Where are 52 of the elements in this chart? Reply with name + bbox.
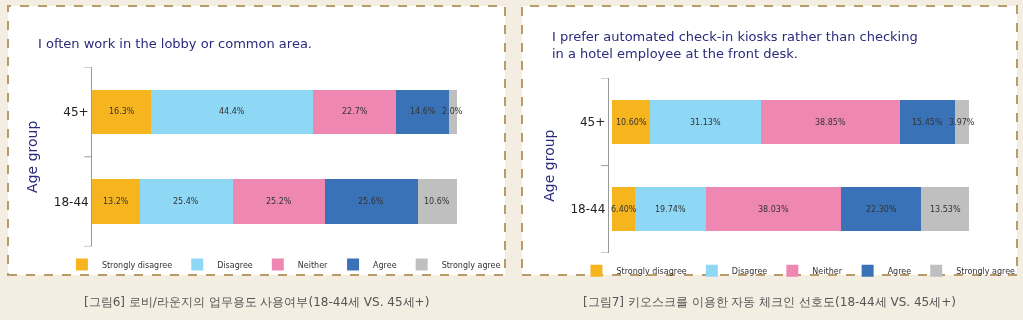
legend-label: Disagree — [217, 260, 253, 270]
data-label: 44.4% — [219, 107, 245, 116]
y-tick-label: 18-44 — [570, 202, 606, 217]
y-tick-label: 45+ — [63, 105, 89, 120]
bar — [151, 89, 314, 135]
y-axis-title: Age group — [541, 129, 558, 202]
bar — [232, 179, 325, 224]
legend-label: Strongly disagree — [101, 260, 173, 270]
data-label: 16.3% — [109, 107, 135, 116]
bar — [313, 89, 397, 135]
data-label: 25.2% — [266, 197, 292, 206]
y-axis-title: Age group — [24, 120, 41, 193]
legend-label: Strongly agree — [441, 260, 501, 270]
data-label: 25.6% — [358, 197, 384, 206]
data-label: 15.45% — [912, 118, 943, 127]
data-label: 13.53% — [930, 205, 961, 214]
legend-label: Neither — [297, 260, 329, 270]
legend-label: Agree — [373, 260, 397, 270]
data-label: 14.6% — [410, 107, 436, 116]
chart-title: I prefer automated check-in kiosks rather than checking in a hotel employee at the front desk. — [552, 29, 918, 61]
chart-title: I often work in the lobby or common area. — [38, 36, 312, 51]
data-label: 38.03% — [758, 205, 789, 214]
bar — [612, 100, 651, 144]
data-label: 22.30% — [866, 205, 897, 214]
data-label: 10.6% — [424, 197, 450, 206]
legend-label: Strongly disagree — [616, 266, 687, 276]
data-label: 22.7% — [342, 107, 368, 116]
legend-label: Neither — [812, 266, 843, 276]
bar — [920, 187, 970, 231]
y-tick-label: 45+ — [579, 115, 606, 130]
data-label: 31.13% — [690, 118, 721, 127]
bar — [92, 89, 152, 135]
data-label: 38.85% — [815, 118, 846, 127]
bar — [92, 179, 141, 224]
y-tick-label: 18-44 — [53, 194, 89, 209]
data-label: 19.74% — [655, 205, 686, 214]
data-label: 25.4% — [173, 197, 199, 206]
bar — [140, 179, 233, 224]
legend-label: Strongly agree — [956, 266, 1016, 276]
bar — [650, 100, 762, 144]
bar — [417, 179, 457, 224]
bar — [705, 187, 842, 231]
text: [그림7] 키오스크를 이용한 자동 체크인 선호도(18-44세 VS. 45세+) — [583, 295, 956, 309]
text: [그림6] 로비/라운지의 업무용도 사용여부(18-44세 VS. 45세+) — [84, 295, 430, 309]
bar — [841, 187, 921, 231]
bar — [324, 179, 418, 224]
legend-label: Agree — [887, 266, 912, 276]
data-label: 10.60% — [616, 118, 647, 127]
legend-label: Disagree — [731, 266, 768, 276]
bar — [761, 100, 900, 144]
bar — [635, 187, 706, 231]
data-label: 13.2% — [103, 197, 129, 206]
